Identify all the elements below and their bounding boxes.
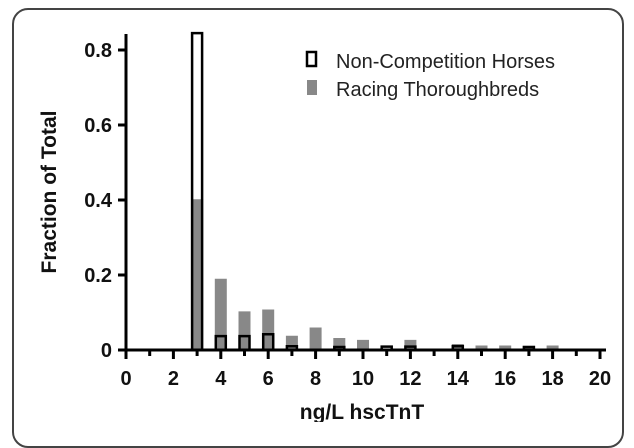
racing-bar-8	[309, 327, 322, 350]
racing-bars-group	[191, 199, 559, 350]
y-tick-label: 0.4	[84, 190, 113, 212]
legend-label-noncomp: Non-Competition Horses	[336, 51, 555, 73]
x-tick-label: 8	[310, 368, 321, 390]
x-tick-label: 14	[447, 368, 470, 390]
x-tick-label: 10	[352, 368, 374, 390]
x-tick-label: 6	[263, 368, 274, 390]
histogram-chart: 0 0.2 0.4 0.6 0.8 0 2 4 6 8 10 12 14 16 18 20 Fraction …	[38, 31, 611, 422]
y-axis-title: Fraction of Total	[38, 111, 61, 274]
x-axis-title: ng/L hscTnT	[300, 401, 425, 422]
x-tick-label: 12	[399, 368, 421, 390]
chart-frame	[12, 8, 624, 448]
legend: Non-Competition Horses Racing Thoroughbr…	[305, 50, 555, 101]
racing-bar-6	[262, 309, 275, 350]
x-tick-label: 0	[120, 368, 131, 390]
x-tick-label: 2	[168, 368, 179, 390]
x-tick-label: 16	[494, 368, 516, 390]
racing-bar-4	[214, 278, 227, 350]
y-tick-label: 0.8	[84, 40, 112, 62]
axes-group	[118, 34, 606, 359]
legend-swatch-noncomp	[305, 50, 318, 68]
tick-labels-group: 0 0.2 0.4 0.6 0.8 0 2 4 6 8 10 12 14 16 18 20	[84, 40, 611, 390]
y-tick-label: 0	[101, 340, 112, 362]
x-tick-label: 20	[589, 368, 611, 390]
legend-label-racing: Racing Thoroughbreds	[336, 79, 539, 101]
racing-bar-5	[238, 311, 251, 350]
racing-bar-10	[357, 339, 369, 350]
y-tick-label: 0.2	[84, 265, 112, 287]
legend-swatch-racing	[307, 80, 317, 95]
x-tick-label: 4	[215, 368, 227, 390]
racing-bar-16	[499, 345, 512, 350]
racing-bar-12	[404, 339, 417, 350]
racing-bar-15	[475, 345, 488, 350]
x-tick-label: 18	[541, 368, 563, 390]
racing-bar-3	[191, 199, 204, 350]
y-tick-label: 0.6	[84, 115, 112, 137]
racing-bar-18	[546, 345, 559, 350]
